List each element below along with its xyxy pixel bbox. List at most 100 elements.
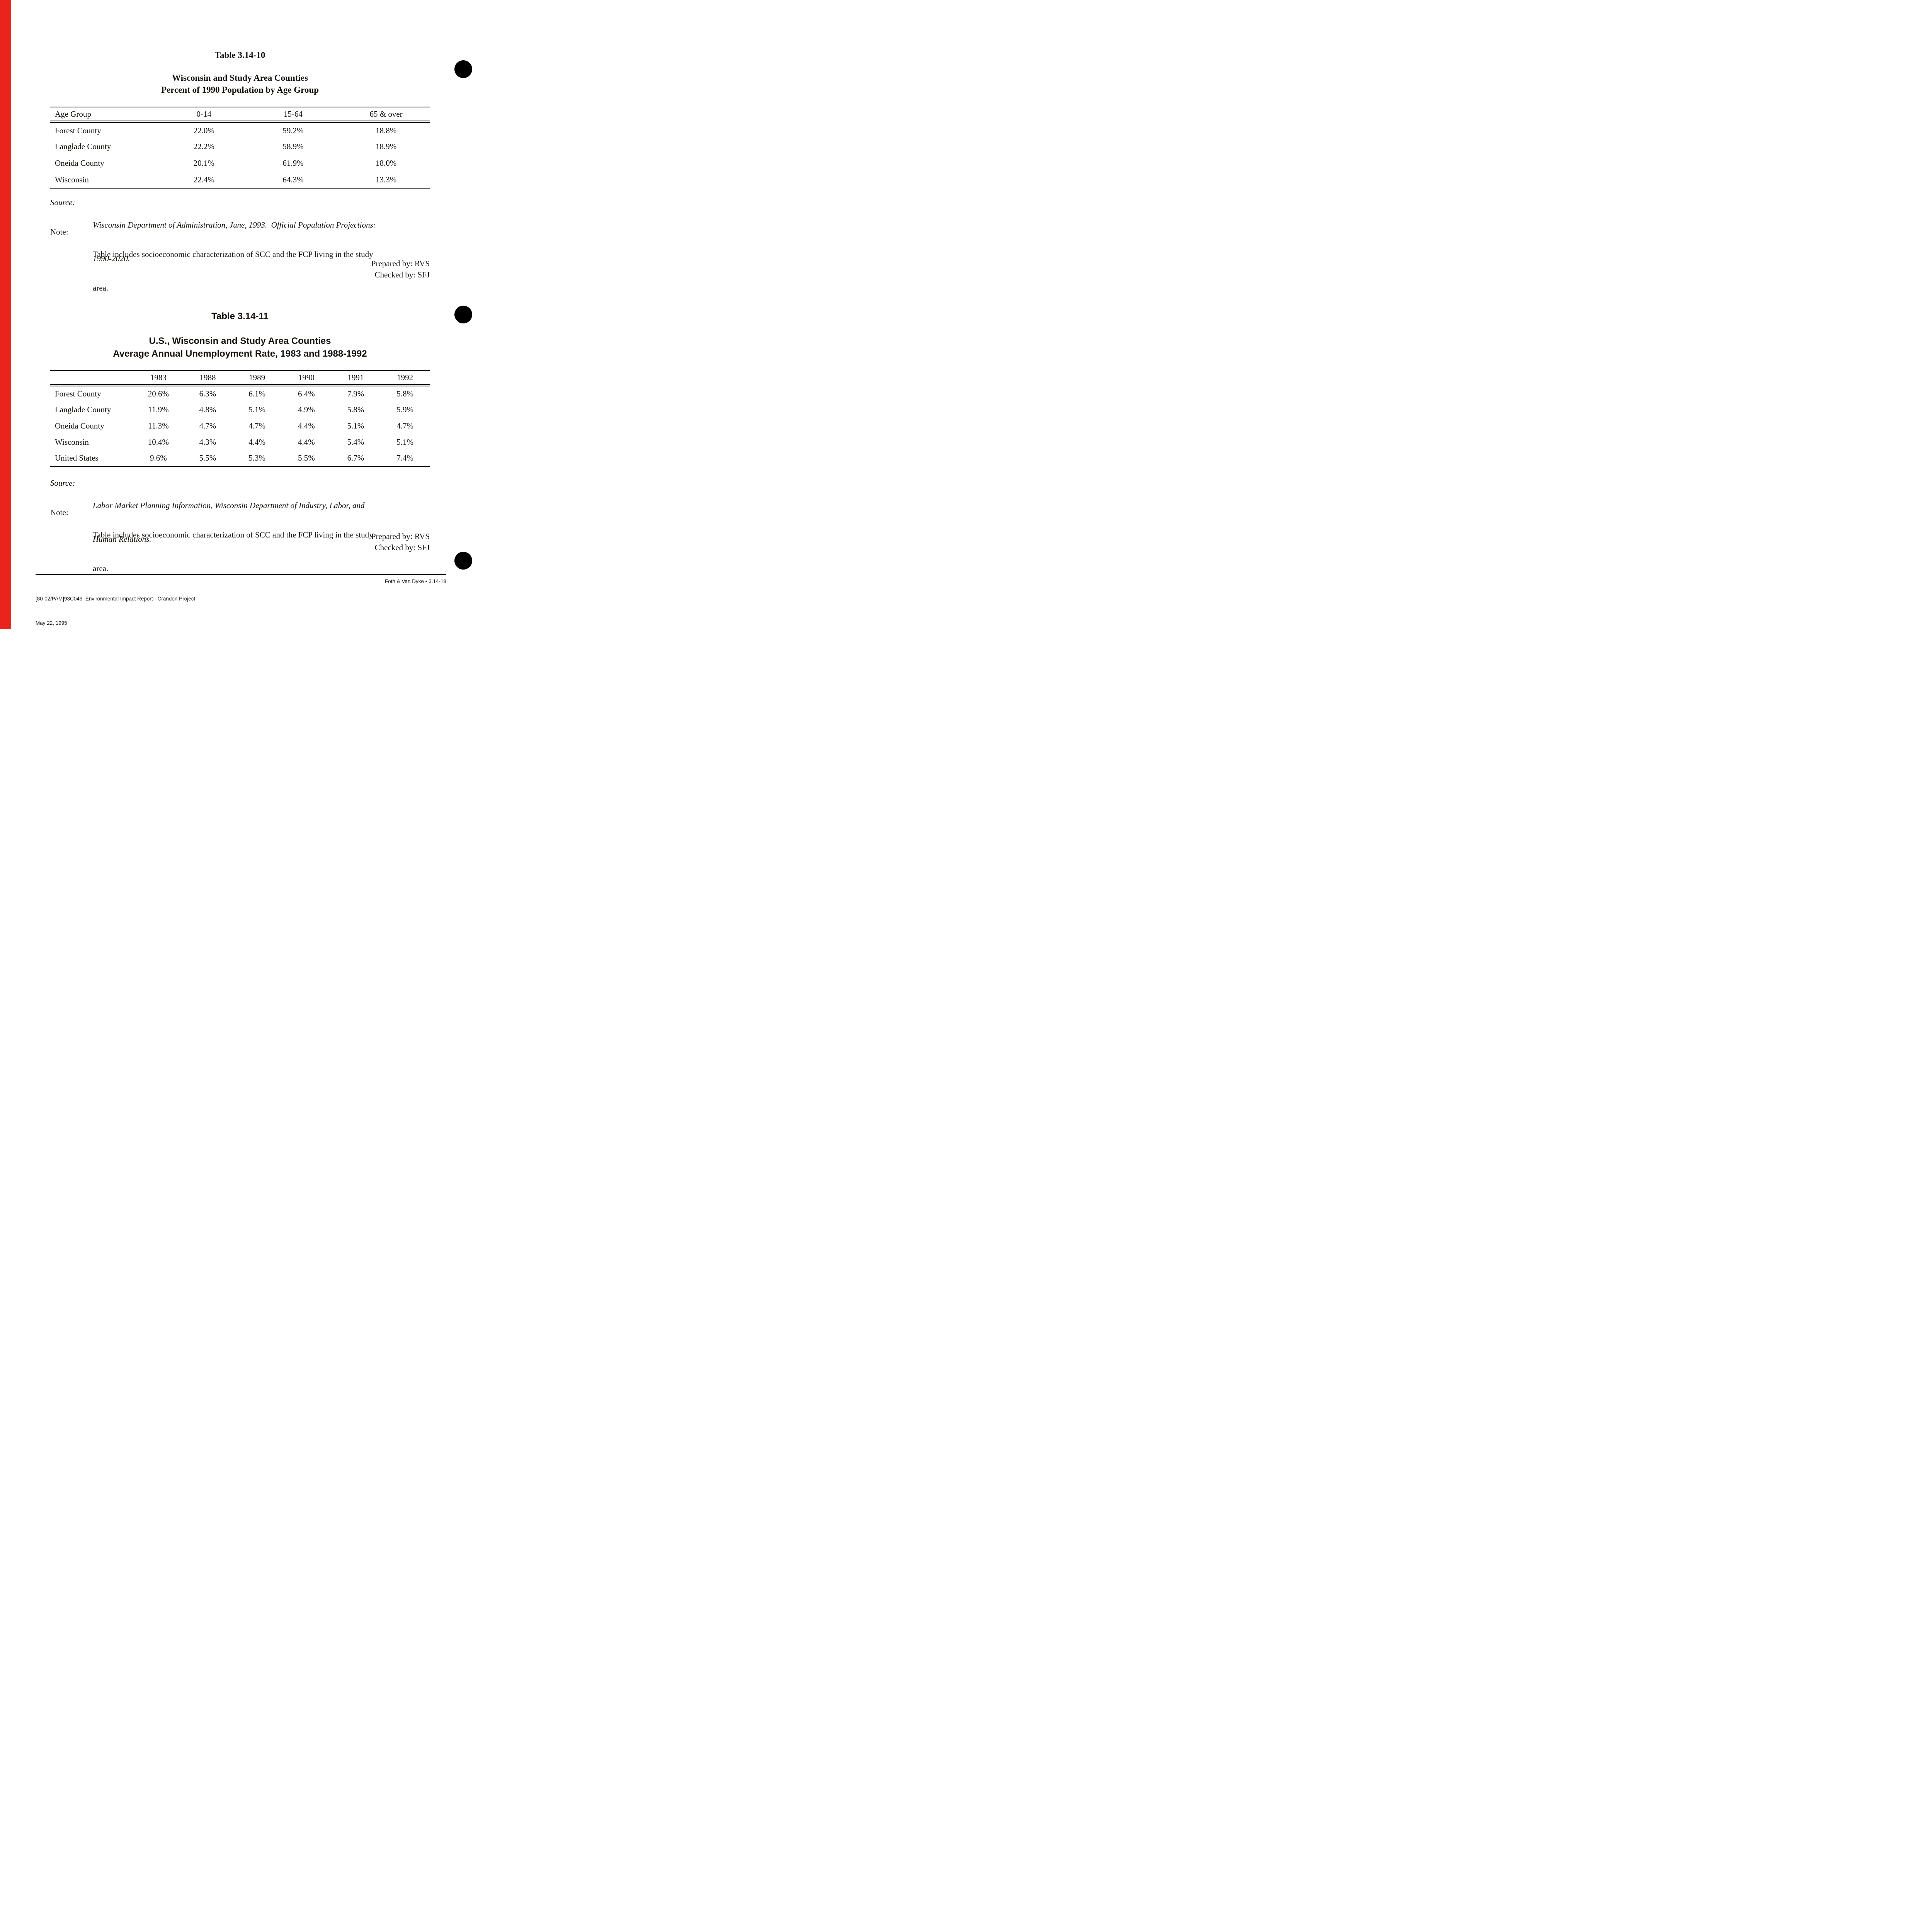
note-text: Table includes socioeconomic characteriz…	[93, 507, 430, 597]
footer-left: [80-02/PAM]93C049 Environmental Impact R…	[36, 578, 195, 635]
note-text-line1: Table includes socioeconomic characteriz…	[93, 250, 373, 259]
note-text-line2: area.	[93, 564, 109, 573]
table2-col-1983: 1983	[134, 371, 183, 386]
data-cell: 22.0%	[193, 126, 214, 135]
data-cell: 6.1%	[248, 389, 266, 398]
table-row: Oneida County 20.1% 61.9% 18.0%	[50, 155, 430, 172]
source-label: Source:	[50, 198, 75, 207]
data-cell: 6.7%	[347, 453, 364, 463]
checked-by: Checked by: SFJ	[374, 270, 430, 279]
data-cell: 22.2%	[193, 142, 214, 151]
data-cell: 4.4%	[298, 437, 315, 447]
source-text-line2: Human Relations.	[93, 534, 151, 544]
data-cell: 20.6%	[148, 389, 169, 398]
table-row: Wisconsin 10.4% 4.3% 4.4% 4.4% 5.4% 5.1%	[50, 434, 430, 450]
prepared-by: Prepared by: RVS	[371, 532, 430, 541]
table2-signoff: Prepared by: RVS Checked by: SFJ	[50, 531, 430, 553]
data-cell: 4.7%	[396, 421, 414, 430]
data-cell: 4.3%	[199, 437, 216, 447]
data-cell: 5.9%	[396, 405, 414, 414]
row-label: Forest County	[55, 126, 101, 135]
table-row: Wisconsin 22.4% 64.3% 13.3%	[50, 172, 430, 188]
data-cell: 5.1%	[347, 421, 364, 430]
data-cell: 5.5%	[199, 453, 216, 463]
data-cell: 4.7%	[199, 421, 216, 430]
data-cell: 9.6%	[150, 453, 167, 463]
table2-col-1990: 1990	[282, 371, 331, 386]
table2-col-1992: 1992	[380, 371, 430, 386]
table2-col-1988: 1988	[183, 371, 233, 386]
unemployment-rate-table: 1983 1988 1989 1990 1991 1992 Forest Cou…	[50, 370, 430, 467]
note-text-line2: area.	[93, 283, 109, 293]
data-cell: 13.3%	[375, 175, 397, 184]
checked-by: Checked by: SFJ	[374, 543, 430, 552]
table1-wrap: Age Group 0-14 15-64 65 & over Forest Co…	[50, 107, 430, 189]
source-text-line2: 1990-2020.	[93, 254, 130, 263]
data-cell: 18.9%	[375, 142, 397, 151]
population-by-age-table: Age Group 0-14 15-64 65 & over Forest Co…	[50, 107, 430, 189]
hole-punch-mark	[454, 306, 472, 323]
data-cell: 11.3%	[148, 421, 169, 430]
data-cell: 5.5%	[298, 453, 315, 463]
row-label: Wisconsin	[55, 437, 89, 447]
hole-punch-mark	[454, 60, 472, 78]
data-cell: 5.1%	[396, 437, 414, 447]
table-row: Forest County 22.0% 59.2% 18.8%	[50, 122, 430, 138]
row-label: Wisconsin	[55, 175, 89, 184]
row-label: United States	[55, 453, 99, 463]
prepared-by: Prepared by: RVS	[371, 259, 430, 268]
table-row: Forest County 20.6% 6.3% 6.1% 6.4% 7.9% …	[50, 385, 430, 401]
footer-doc-id: [80-02/PAM]93C049 Environmental Impact R…	[36, 596, 196, 602]
table1-header-row: Age Group 0-14 15-64 65 & over	[50, 107, 430, 123]
table1-title: Wisconsin and Study Area Counties Percen…	[50, 72, 430, 96]
table-row: Langlade County 22.2% 58.9% 18.9%	[50, 138, 430, 155]
table1-col-0-14: 0-14	[164, 107, 244, 123]
table2-caption: Table 3.14-11	[211, 311, 269, 321]
note-text-line1: Table includes socioeconomic characteriz…	[93, 530, 373, 539]
data-cell: 4.4%	[248, 437, 266, 447]
table-row: United States 9.6% 5.5% 5.3% 5.5% 6.7% 7…	[50, 450, 430, 466]
row-label: Forest County	[55, 389, 101, 398]
footer-page-ref: Foth & Van Dyke • 3.14-18	[384, 578, 446, 584]
data-cell: 4.7%	[248, 421, 266, 430]
table-row: Langlade County 11.9% 4.8% 5.1% 4.9% 5.8…	[50, 401, 430, 418]
hole-punch-mark	[454, 552, 472, 570]
table2-source: Source: Labor Market Planning Informatio…	[50, 478, 430, 567]
table2-wrap: 1983 1988 1989 1990 1991 1992 Forest Cou…	[50, 370, 430, 467]
data-cell: 11.9%	[148, 405, 169, 414]
source-text: Wisconsin Department of Administration, …	[93, 197, 430, 287]
table1-col-15-64: 15-64	[243, 107, 343, 123]
data-cell: 10.4%	[148, 437, 169, 447]
data-cell: 20.1%	[193, 158, 214, 168]
source-label: Source:	[50, 478, 75, 488]
footer-date: May 22, 1995	[36, 620, 67, 626]
table2-col-1989: 1989	[232, 371, 282, 386]
data-cell: 18.8%	[375, 126, 397, 135]
data-cell: 61.9%	[282, 158, 304, 168]
data-cell: 5.3%	[248, 453, 266, 463]
data-cell: 7.9%	[347, 389, 364, 398]
table1-caption: Table 3.14-10	[214, 50, 265, 60]
row-label: Langlade County	[55, 142, 111, 151]
data-cell: 4.8%	[199, 405, 216, 414]
table1-title-line1: Wisconsin and Study Area Counties	[172, 73, 308, 83]
data-cell: 5.8%	[347, 405, 364, 414]
row-label: Oneida County	[55, 158, 104, 168]
table2-header-row: 1983 1988 1989 1990 1991 1992	[50, 371, 430, 386]
table1-col-age-group: Age Group	[50, 107, 164, 123]
source-text-line1: Labor Market Planning Information, Wisco…	[93, 501, 365, 510]
footer-rule	[36, 574, 446, 575]
source-text: Labor Market Planning Information, Wisco…	[93, 478, 430, 567]
table2-title-line2: Average Annual Unemployment Rate, 1983 a…	[113, 349, 367, 359]
table2-col-blank	[50, 371, 134, 386]
data-cell: 6.3%	[199, 389, 216, 398]
table1-note: Note: Table includes socioeconomic chara…	[50, 226, 430, 316]
data-cell: 4.9%	[298, 405, 315, 414]
data-cell: 58.9%	[282, 142, 304, 151]
data-cell: 7.4%	[396, 453, 414, 463]
table1-signoff: Prepared by: RVS Checked by: SFJ	[50, 258, 430, 281]
table1-col-65-over: 65 & over	[342, 107, 430, 123]
source-text-line1: Wisconsin Department of Administration, …	[93, 220, 376, 230]
table1-source: Source: Wisconsin Department of Administ…	[50, 197, 430, 287]
table2-title-line1: U.S., Wisconsin and Study Area Counties	[149, 336, 331, 346]
